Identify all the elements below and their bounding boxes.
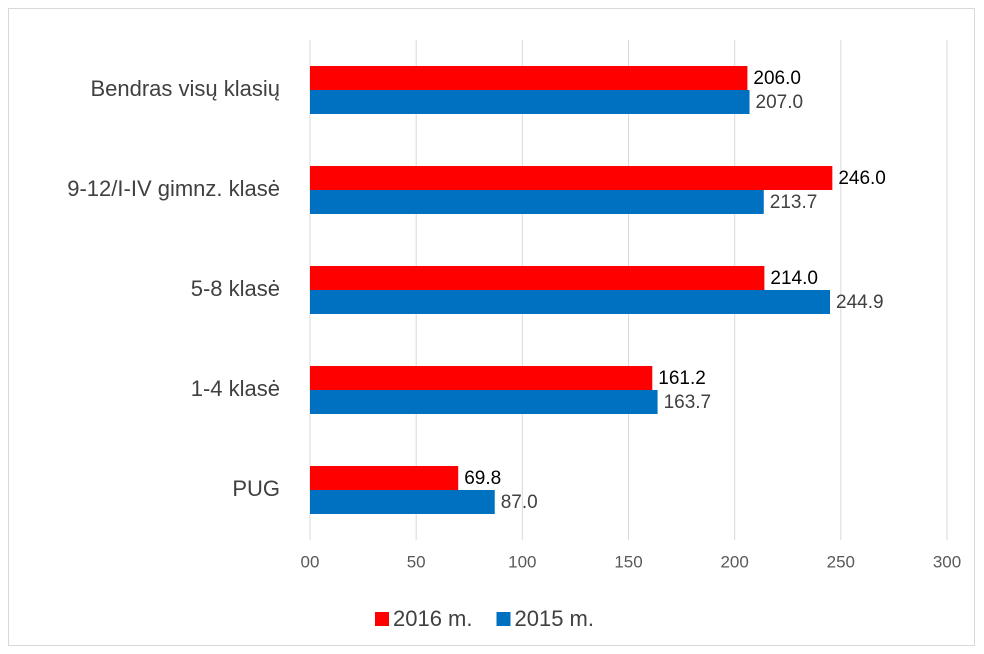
legend-swatch: [496, 612, 511, 626]
bar: [310, 66, 748, 90]
chart-border: [8, 8, 975, 646]
legend-label: 2015 m.: [515, 606, 595, 631]
legend-label: 2016 m.: [393, 606, 473, 631]
value-label: 246.0: [838, 168, 886, 189]
bar: [310, 266, 765, 290]
x-tick-label: 250: [827, 552, 855, 571]
x-tick-label: 00: [301, 552, 320, 571]
value-label: 69.8: [464, 468, 501, 489]
x-tick-label: 50: [407, 552, 426, 571]
y-tick-label: 9-12/I-IV gimnz. klasė: [67, 176, 280, 201]
bar: [310, 90, 750, 114]
bar: [310, 190, 764, 214]
bar: [310, 490, 495, 514]
value-label: 206.0: [753, 68, 801, 89]
value-label: 87.0: [501, 492, 538, 513]
value-label: 244.9: [836, 292, 884, 313]
y-tick-label: PUG: [232, 476, 280, 501]
value-label: 163.7: [664, 392, 712, 413]
x-tick-label: 100: [508, 552, 536, 571]
x-tick-label: 300: [933, 552, 961, 571]
bar: [310, 390, 658, 414]
value-label: 213.7: [770, 192, 818, 213]
y-tick-label: 1-4 klasė: [191, 376, 280, 401]
bar: [310, 290, 831, 314]
bar: [310, 466, 459, 490]
legend-swatch: [375, 612, 389, 626]
x-tick-label: 200: [720, 552, 748, 571]
bar: [310, 166, 833, 190]
value-label: 214.0: [770, 268, 818, 289]
value-label: 161.2: [658, 368, 706, 389]
value-label: 207.0: [756, 92, 804, 113]
y-tick-label: Bendras visų klasių: [90, 76, 280, 101]
y-tick-label: 5-8 klasė: [191, 276, 280, 301]
x-tick-label: 150: [614, 552, 642, 571]
bar: [310, 366, 653, 390]
